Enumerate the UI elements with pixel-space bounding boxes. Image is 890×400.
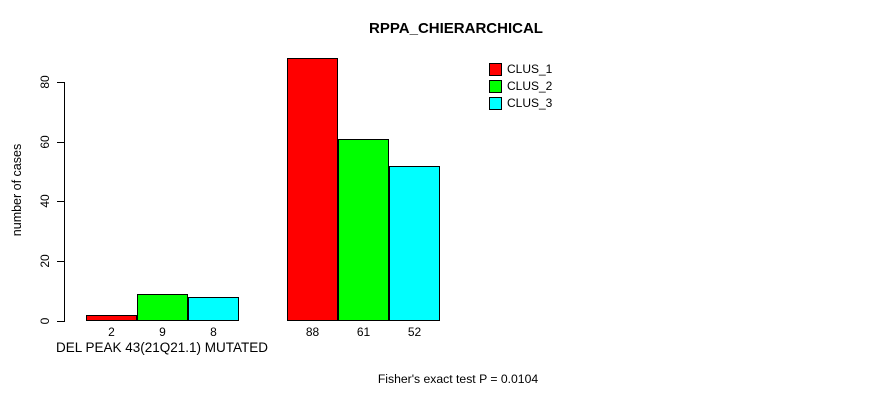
bar-value-label: 2 <box>108 325 115 339</box>
bar <box>338 139 389 321</box>
y-axis-line <box>64 82 65 322</box>
bar-value-label: 52 <box>407 325 422 339</box>
bar-value-label: 9 <box>159 325 166 339</box>
y-tick-label: 20 <box>38 254 52 268</box>
bar <box>389 166 440 321</box>
legend-label: CLUS_2 <box>507 79 553 93</box>
x-axis-label: DEL PEAK 43(21Q21.1) MUTATED <box>55 340 269 355</box>
bar-value-label: 8 <box>210 325 217 339</box>
legend-label: CLUS_1 <box>507 62 553 76</box>
y-tick-label: 0 <box>38 317 52 325</box>
y-tick-label: 60 <box>38 135 52 149</box>
y-tick-mark <box>57 82 64 83</box>
y-tick-mark <box>57 201 64 202</box>
bar-value-label: 88 <box>305 325 320 339</box>
bar <box>137 294 188 321</box>
bar <box>287 58 338 321</box>
legend-label: CLUS_3 <box>507 96 553 110</box>
legend-swatch <box>489 97 502 110</box>
legend-swatch <box>489 63 502 76</box>
y-axis-label: number of cases <box>10 143 24 237</box>
y-tick-mark <box>57 142 64 143</box>
bar-value-label: 61 <box>356 325 371 339</box>
fisher-test-note: Fisher's exact test P = 0.0104 <box>377 372 539 386</box>
bar <box>188 297 239 321</box>
legend-swatch <box>489 80 502 93</box>
chart-title: RPPA_CHIERARCHICAL <box>369 20 543 37</box>
y-tick-mark <box>57 321 64 322</box>
bar <box>86 315 137 321</box>
y-tick-mark <box>57 261 64 262</box>
y-tick-label: 80 <box>38 75 52 89</box>
y-tick-label: 40 <box>38 194 52 208</box>
